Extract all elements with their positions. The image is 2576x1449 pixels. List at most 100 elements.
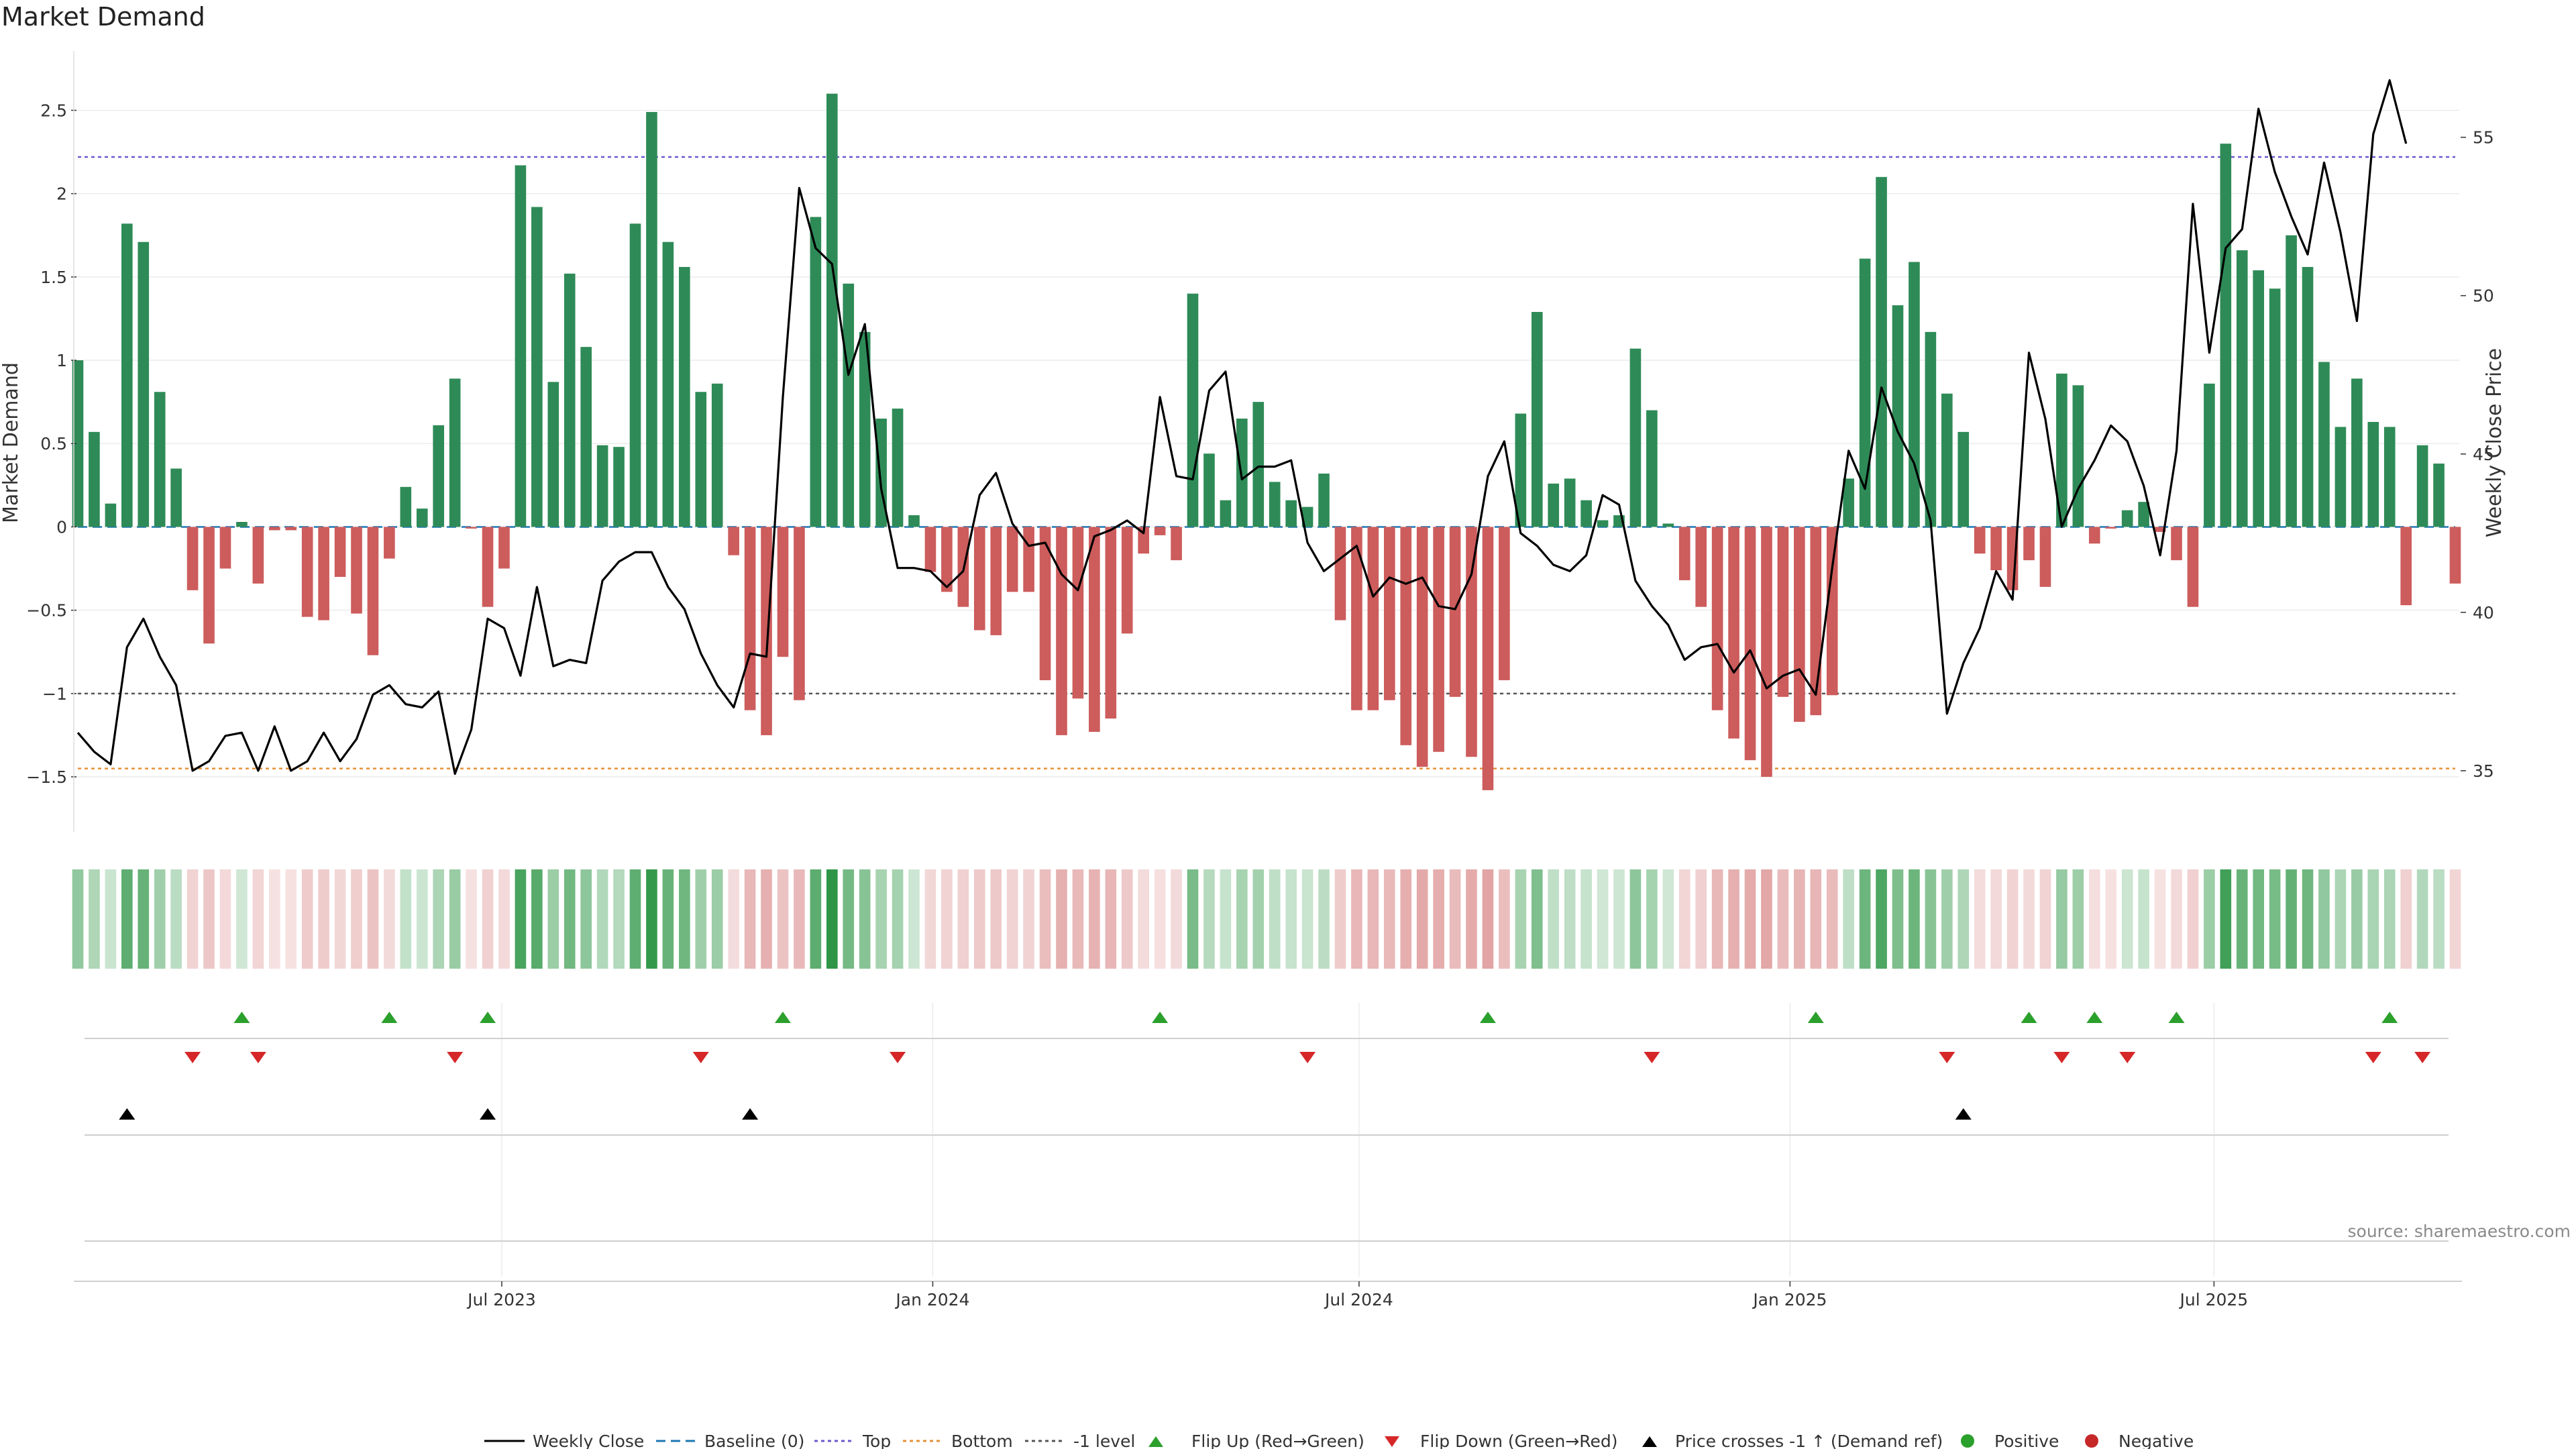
demand-bar — [2121, 510, 2133, 527]
heat-cell — [2154, 869, 2166, 969]
demand-bar — [761, 527, 772, 735]
demand-bar — [711, 383, 723, 527]
flip-down-marker — [692, 1052, 709, 1063]
flip-up-marker — [381, 1012, 398, 1023]
y-tick-label: 2.5 — [40, 101, 67, 120]
y2-tick-label: 45 — [2473, 445, 2494, 464]
heat-cell — [1220, 869, 1232, 969]
heat-cell — [646, 869, 657, 969]
heat-cell — [1564, 869, 1576, 969]
heat-cell — [908, 869, 920, 969]
demand-bar — [990, 527, 1002, 635]
heat-cell — [1384, 869, 1395, 969]
demand-bar — [2286, 235, 2297, 527]
heat-cell — [252, 869, 264, 969]
heat-cell — [154, 869, 166, 969]
demand-bar — [498, 527, 510, 569]
legend-flip-up: Flip Up (Red→Green) — [1191, 1432, 1364, 1449]
y-tick-label: 2 — [56, 184, 67, 204]
demand-bar — [1301, 506, 1313, 527]
flip-markers — [85, 1012, 2449, 1063]
demand-bar — [1334, 527, 1346, 621]
demand-bar — [1794, 527, 1805, 722]
heat-cell — [466, 869, 477, 969]
y2-tick-label: 55 — [2473, 128, 2494, 148]
demand-bar — [596, 445, 608, 527]
heat-cell — [1154, 869, 1166, 969]
x-tick-label: Jul 2025 — [2178, 1290, 2248, 1309]
y2-tick-label: 35 — [2473, 761, 2494, 781]
demand-bar — [1892, 305, 1904, 527]
demand-bar — [1220, 500, 1232, 527]
flip-down-marker — [890, 1052, 906, 1063]
demand-bar — [1548, 483, 1560, 527]
heat-cell — [1499, 869, 1510, 969]
heat-cell — [1171, 869, 1182, 969]
demand-bar — [1072, 527, 1084, 699]
heat-cell — [777, 869, 789, 969]
heat-cell — [744, 869, 756, 969]
demand-bar — [1695, 527, 1707, 607]
heat-cell — [2416, 869, 2428, 969]
demand-bar — [1744, 527, 1756, 761]
heat-cell — [2318, 869, 2330, 969]
y2-axis-label: Weekly Close Price — [2483, 348, 2506, 537]
legend-flip-down-icon — [1385, 1436, 1399, 1447]
heat-cell — [400, 869, 412, 969]
heat-cell — [1252, 869, 1265, 969]
flip-up-marker — [2168, 1012, 2185, 1023]
demand-bar — [1466, 527, 1477, 757]
demand-bar — [2351, 378, 2363, 527]
heat-cell — [2334, 869, 2347, 969]
demand-bar — [268, 527, 280, 531]
demand-bar — [1662, 523, 1674, 527]
demand-bar — [973, 527, 985, 631]
legend-price-cross: Price crosses -1 ↑ (Demand ref) — [1675, 1432, 1943, 1449]
demand-bar — [203, 527, 215, 644]
demand-bar — [1531, 312, 1543, 527]
demand-bar — [1859, 258, 1871, 527]
demand-bar — [1351, 527, 1362, 710]
heat-cell — [2105, 869, 2117, 969]
heat-cell — [2204, 869, 2215, 969]
heat-cell — [1990, 869, 2002, 969]
demand-bar — [121, 223, 133, 527]
heat-cell — [2039, 869, 2051, 969]
demand-bar — [1761, 527, 1772, 777]
heat-cell — [1367, 869, 1379, 969]
heat-cell — [1334, 869, 1346, 969]
heat-cell — [1974, 869, 1986, 969]
price-cross-marker — [119, 1108, 136, 1120]
heat-cell — [2187, 869, 2199, 969]
demand-bar — [662, 241, 674, 527]
demand-bar — [1826, 527, 1838, 696]
heat-cell — [367, 869, 379, 969]
heat-cell — [2023, 869, 2035, 969]
demand-bar — [1023, 527, 1034, 592]
heat-cell — [547, 869, 559, 969]
demand-bar — [2187, 527, 2199, 607]
demand-bar — [564, 273, 576, 527]
demand-bar — [924, 527, 936, 572]
demand-bar — [1039, 527, 1051, 680]
heat-cell — [1482, 869, 1494, 969]
demand-bar — [154, 392, 166, 527]
heat-cell — [1843, 869, 1854, 969]
heat-cell — [498, 869, 510, 969]
heat-cell — [449, 869, 461, 969]
heat-cell — [2253, 869, 2265, 969]
demand-bar — [301, 527, 313, 617]
heat-cell — [1957, 869, 1970, 969]
demand-bar — [777, 527, 789, 657]
heat-cell — [1876, 869, 1887, 969]
heat-cell — [1072, 869, 1084, 969]
heat-cell — [596, 869, 608, 969]
demand-bar — [1105, 527, 1117, 719]
legend-bottom: Bottom — [951, 1432, 1013, 1449]
heat-cell — [2006, 869, 2019, 969]
heat-cell — [2088, 869, 2100, 969]
x-tick-label: Jul 2023 — [466, 1290, 536, 1309]
demand-bar — [2383, 427, 2396, 527]
heat-cell — [1678, 869, 1690, 969]
weekly-close-line — [76, 79, 2408, 775]
